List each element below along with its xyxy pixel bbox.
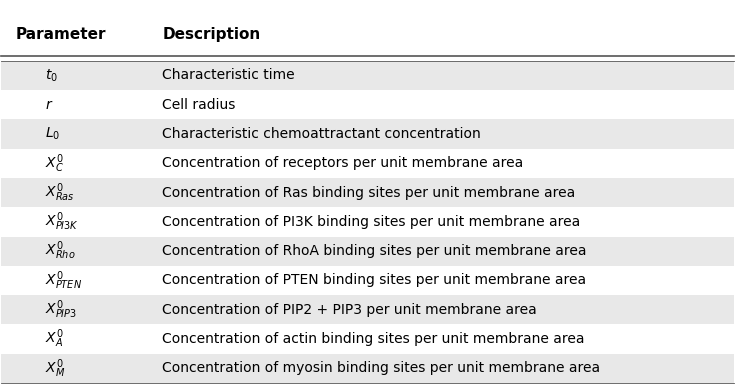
Text: $L_{0}$: $L_{0}$ [46, 126, 60, 142]
Text: $X_{M}^{0}$: $X_{M}^{0}$ [46, 357, 65, 380]
Bar [1, 295, 734, 325]
Text: Characteristic time: Characteristic time [162, 68, 295, 83]
Text: $t_{0}$: $t_{0}$ [46, 67, 58, 84]
Text: Concentration of PI3K binding sites per unit membrane area: Concentration of PI3K binding sites per … [162, 215, 581, 229]
Text: Concentration of PIP2 + PIP3 per unit membrane area: Concentration of PIP2 + PIP3 per unit me… [162, 303, 537, 317]
Text: Concentration of actin binding sites per unit membrane area: Concentration of actin binding sites per… [162, 332, 585, 346]
Text: Concentration of receptors per unit membrane area: Concentration of receptors per unit memb… [162, 156, 524, 170]
Bar [1, 354, 734, 383]
Text: Cell radius: Cell radius [162, 98, 236, 112]
Bar [1, 61, 734, 90]
Bar [1, 178, 734, 207]
Bar [1, 119, 734, 149]
Text: Concentration of Ras binding sites per unit membrane area: Concentration of Ras binding sites per u… [162, 186, 576, 200]
Text: $X_{PI3K}^{0}$: $X_{PI3K}^{0}$ [46, 211, 79, 233]
Text: $X_{Ras}^{0}$: $X_{Ras}^{0}$ [46, 181, 75, 204]
Text: $X_{Rho}^{0}$: $X_{Rho}^{0}$ [46, 240, 76, 262]
Text: $r$: $r$ [46, 98, 54, 112]
Text: Parameter: Parameter [16, 27, 107, 42]
Text: Characteristic chemoattractant concentration: Characteristic chemoattractant concentra… [162, 127, 481, 141]
Text: $X_{C}^{0}$: $X_{C}^{0}$ [46, 152, 64, 175]
Bar [1, 237, 734, 266]
Text: Concentration of PTEN binding sites per unit membrane area: Concentration of PTEN binding sites per … [162, 273, 587, 287]
Text: $X_{PIP3}^{0}$: $X_{PIP3}^{0}$ [46, 298, 77, 321]
Text: $X_{PTEN}^{0}$: $X_{PTEN}^{0}$ [46, 269, 82, 292]
Text: Concentration of RhoA binding sites per unit membrane area: Concentration of RhoA binding sites per … [162, 244, 587, 258]
Text: Concentration of myosin binding sites per unit membrane area: Concentration of myosin binding sites pe… [162, 361, 600, 375]
Text: Description: Description [162, 27, 261, 42]
Text: $X_{A}^{0}$: $X_{A}^{0}$ [46, 328, 64, 350]
